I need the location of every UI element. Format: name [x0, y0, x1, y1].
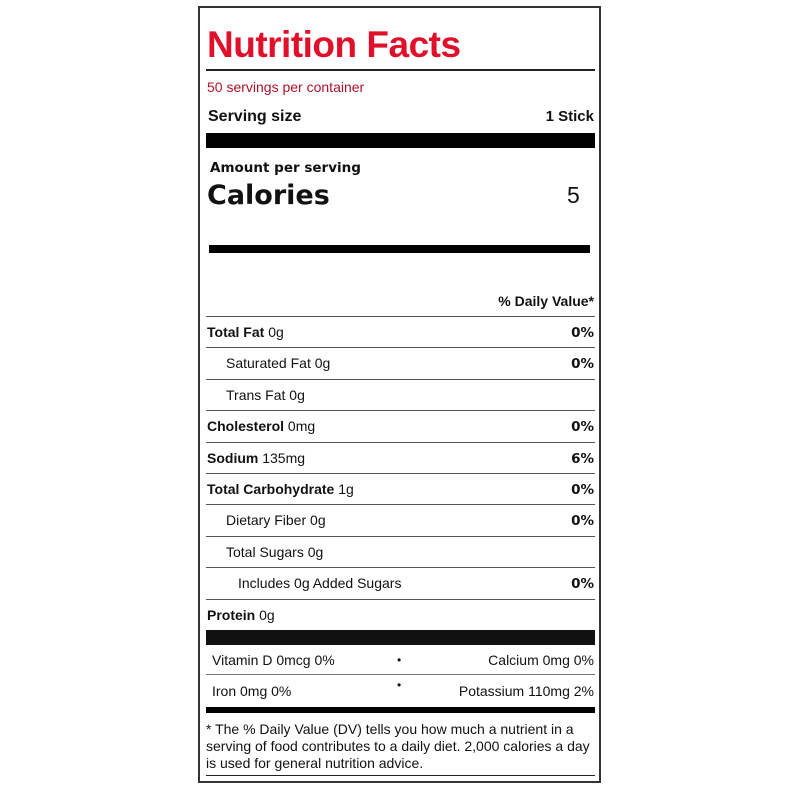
nutrition-label-frame	[198, 6, 601, 783]
nutrient-amount: 0g	[268, 324, 284, 340]
divider	[206, 347, 595, 349]
nutrient-row: Total Sugars 0g	[206, 536, 595, 567]
nutrient-label: Total Carbohydrate	[207, 481, 335, 497]
amount-per-serving: Amount per serving	[210, 160, 361, 176]
divider	[206, 316, 595, 317]
thick-divider	[206, 707, 595, 713]
nutrient-row: Saturated Fat 0g 0%	[206, 347, 595, 378]
nutrient-label: Protein	[207, 606, 256, 623]
nutrient-name: Saturated Fat 0g	[226, 355, 330, 371]
nutrient-name: Total Carbohydrate 1g	[207, 481, 354, 497]
daily-value-header: % Daily Value*	[498, 293, 594, 309]
divider	[206, 441, 595, 443]
nutrient-label: Cholesterol	[207, 418, 285, 435]
divider	[206, 473, 595, 474]
potassium: Potassium 110mg 2%	[458, 683, 594, 699]
nutrient-label: Total Sugars	[226, 543, 304, 560]
footnote: * The % Daily Value (DV) tells you how m…	[206, 721, 590, 771]
nutrient-name: Dietary Fiber 0g	[226, 512, 326, 528]
nutrient-name: Trans Fat 0g	[226, 387, 305, 403]
nutrient-name: Total Sugars 0g	[226, 544, 323, 560]
divider	[206, 69, 595, 71]
nutrient-daily-value: 0%	[571, 513, 594, 530]
nutrient-amount: 0g	[289, 386, 305, 403]
nutrient-amount: 135mg	[262, 449, 306, 466]
thick-divider	[206, 133, 595, 148]
divider	[206, 378, 595, 380]
thick-divider	[209, 245, 590, 253]
divider	[206, 410, 595, 412]
nutrient-amount: 0g	[310, 512, 326, 529]
nutrient-label: Total Fat	[207, 324, 265, 340]
serving-size-value: 1 Stick	[545, 108, 594, 125]
nutrient-row: Protein 0g	[206, 599, 595, 630]
nutrient-daily-value: 0%	[571, 576, 594, 593]
nutrient-label: Saturated Fat	[226, 355, 311, 372]
nutrient-row: Dietary Fiber 0g 0%	[206, 504, 595, 535]
divider	[206, 775, 595, 776]
nutrient-name: Total Fat 0g	[207, 324, 284, 340]
separator-dot: •	[397, 653, 402, 667]
calcium: Calcium 0mg 0%	[488, 652, 594, 668]
nutrient-amount: 1g	[338, 481, 354, 497]
divider	[206, 535, 595, 537]
vitamin-d: Vitamin D 0mcg 0%	[212, 652, 335, 668]
nutrient-row: Total Carbohydrate 1g 0%	[206, 473, 595, 504]
nutrient-name: Protein 0g	[207, 607, 275, 623]
nutrient-daily-value: 0%	[571, 356, 594, 373]
calories-label: Calories	[207, 180, 330, 211]
nutrient-amount: 0mg	[287, 418, 316, 435]
iron: Iron 0mg 0%	[212, 683, 292, 699]
nutrient-label: Trans Fat	[226, 386, 286, 403]
nutrient-row: Includes 0g Added Sugars 0%	[206, 567, 595, 598]
nutrient-name: Cholesterol 0mg	[207, 418, 315, 434]
servings-per-container: 50 servings per container	[207, 79, 365, 95]
nutrient-daily-value: 0%	[571, 482, 594, 498]
nutrient-row: Sodium 135mg 6%	[206, 442, 595, 473]
nutrient-label: Includes 0g Added Sugars	[238, 575, 402, 592]
serving-size-label: Serving size	[208, 108, 302, 125]
divider	[206, 504, 595, 506]
nutrient-amount: 0g	[314, 355, 331, 372]
nutrient-daily-value: 0%	[571, 419, 594, 436]
nutrient-row: Cholesterol 0mg 0%	[206, 410, 595, 441]
separator-dot: •	[397, 678, 402, 692]
nutrient-name: Includes 0g Added Sugars	[238, 575, 401, 591]
nutrient-daily-value: 6%	[571, 450, 594, 467]
divider	[206, 598, 595, 600]
divider	[206, 674, 595, 675]
nutrient-daily-value: 0%	[571, 325, 594, 341]
label-title: Nutrition Facts	[207, 24, 461, 65]
nutrient-label: Sodium	[207, 449, 259, 466]
nutrient-label: Dietary Fiber	[226, 512, 307, 529]
nutrient-row: Trans Fat 0g	[206, 379, 595, 410]
nutrient-amount: 0g	[307, 543, 324, 560]
thick-divider	[206, 630, 595, 645]
nutrient-amount: 0g	[259, 606, 275, 623]
calories-value: 5	[567, 182, 580, 208]
divider	[206, 567, 595, 569]
nutrient-row: Total Fat 0g 0%	[206, 316, 595, 347]
nutrient-name: Sodium 135mg	[207, 450, 305, 466]
